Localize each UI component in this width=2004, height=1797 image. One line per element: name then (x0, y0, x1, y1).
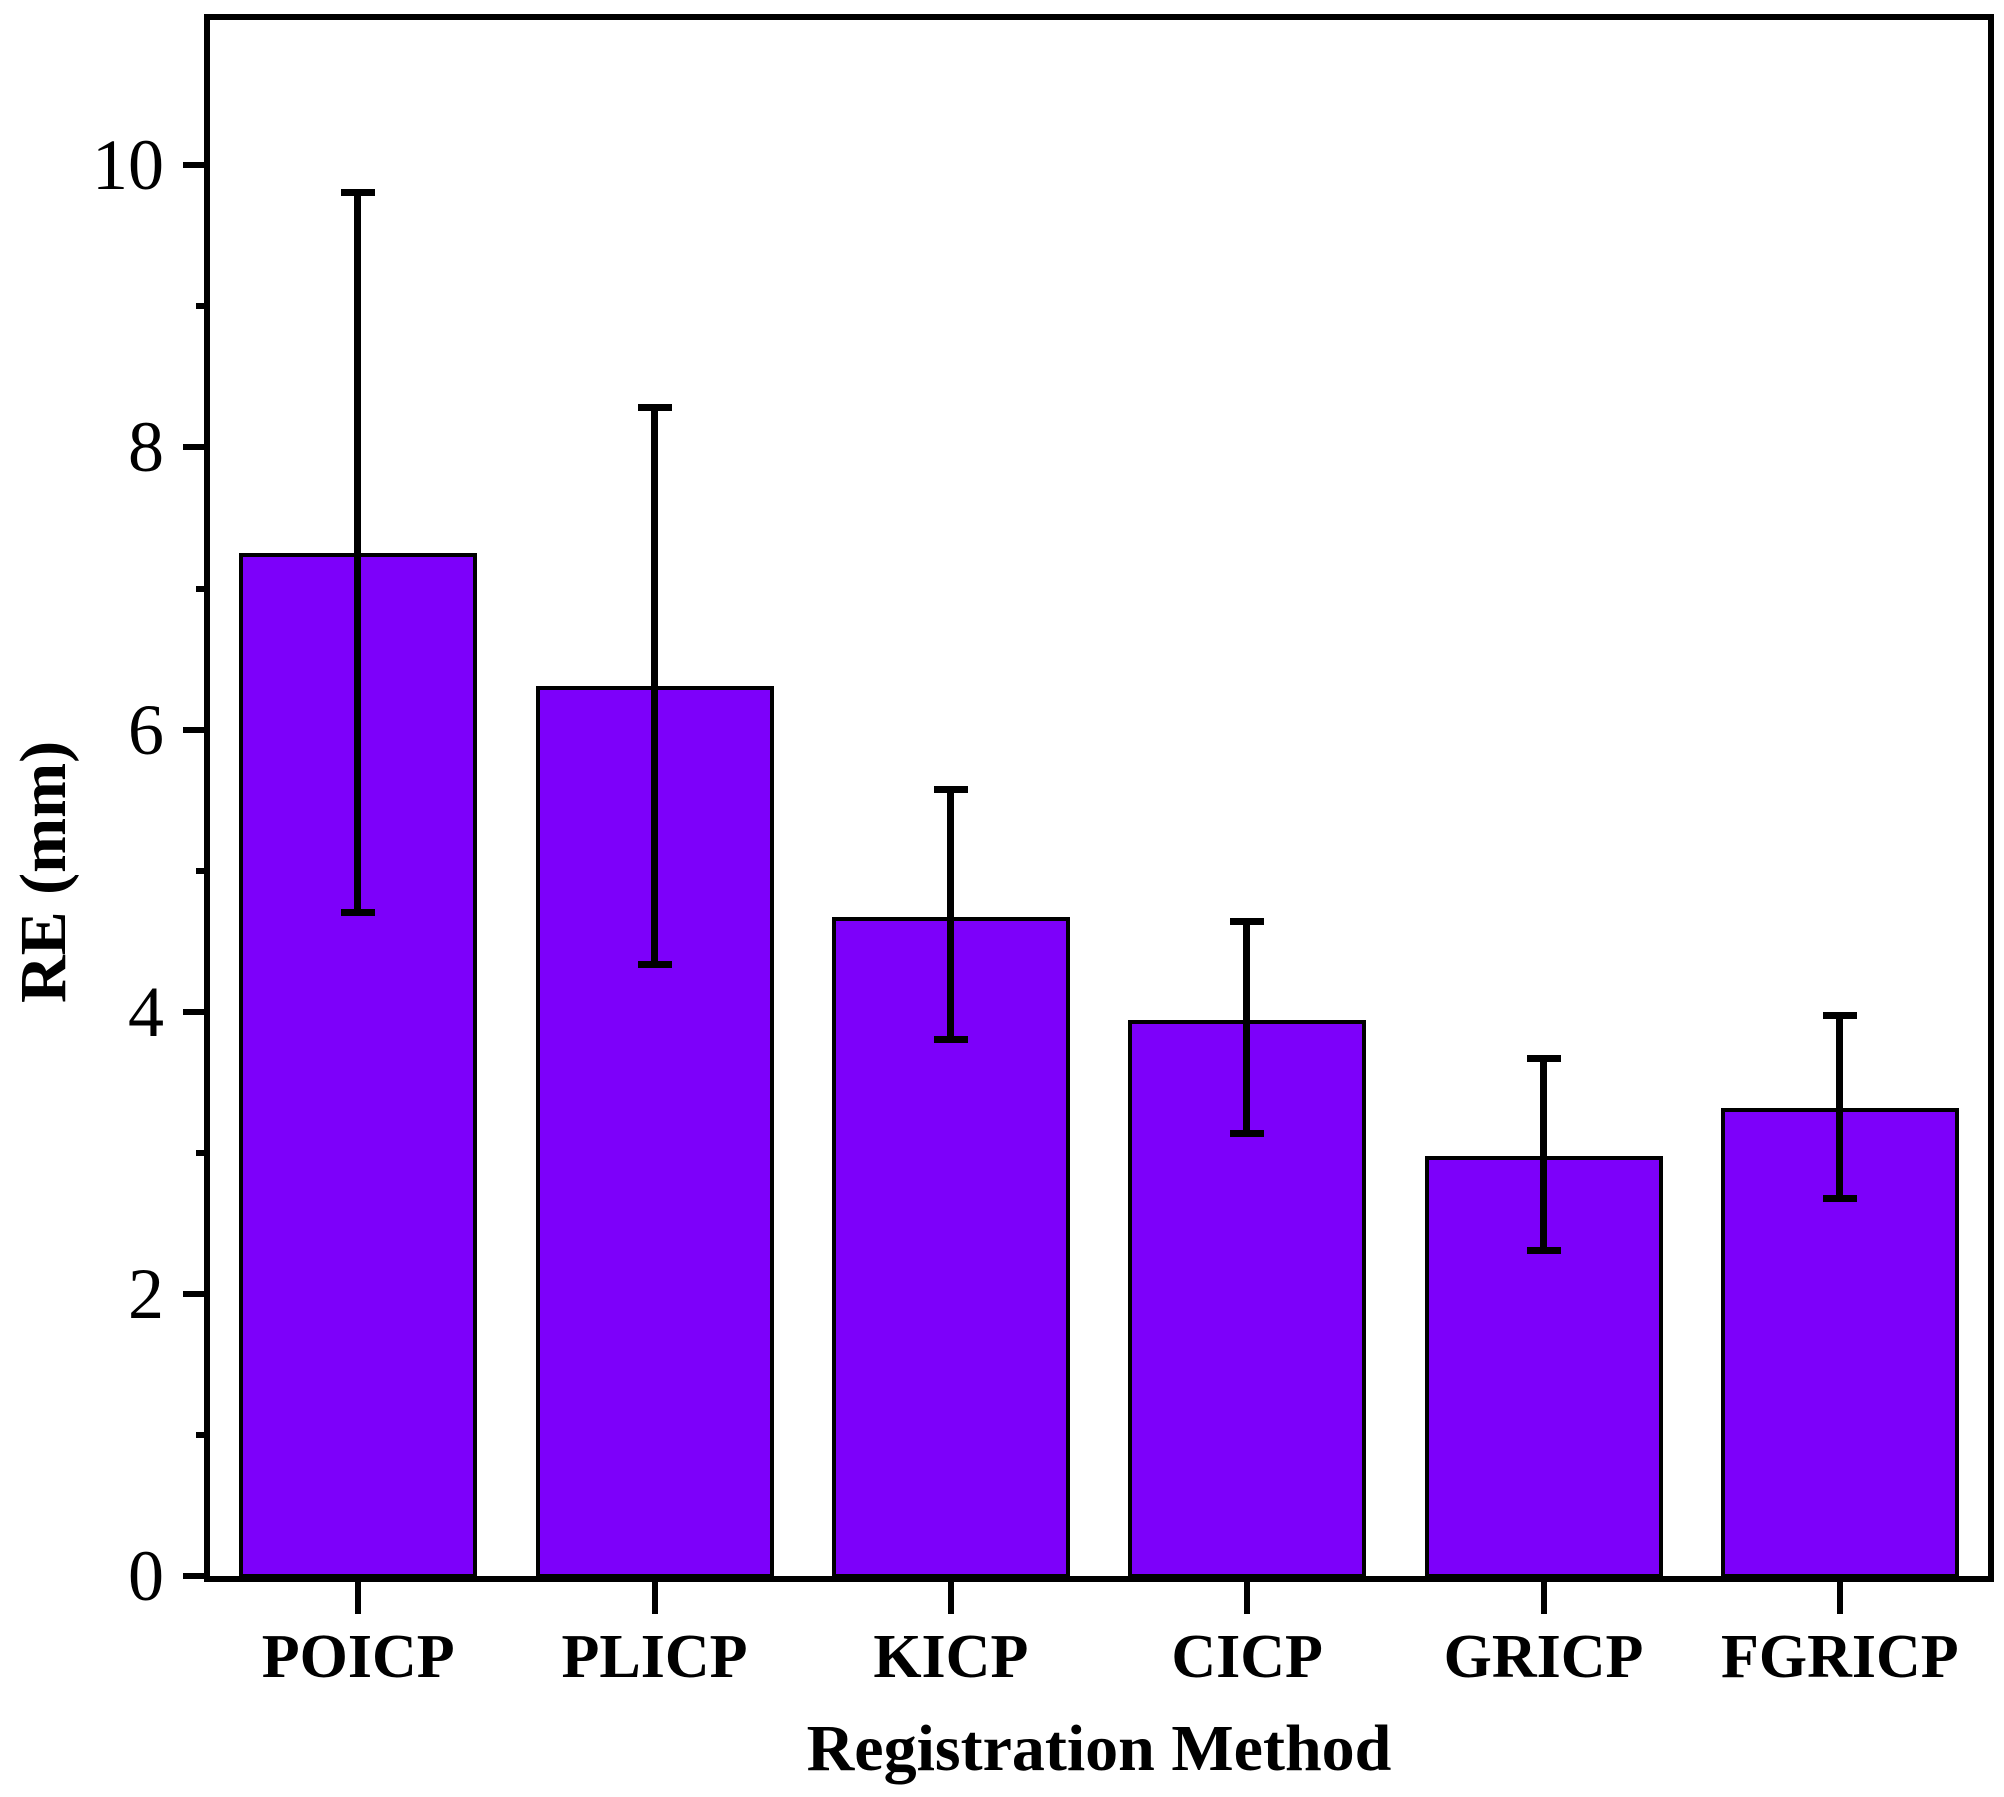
y-axis-major-tick (183, 444, 210, 451)
bar-kicp (831, 917, 1070, 1578)
x-axis-category-label: CICP (1171, 1623, 1323, 1691)
error-bar-bottom-cap (1230, 1130, 1265, 1138)
x-axis-category-label: KICP (873, 1623, 1029, 1691)
y-axis-minor-tick (196, 1431, 210, 1438)
error-bar-plicp (650, 406, 658, 964)
y-axis-tick-label: 6 (128, 689, 164, 770)
bar-fgricp (1720, 1107, 1959, 1578)
plot-frame (204, 14, 1994, 1582)
x-axis-tick (355, 1582, 362, 1614)
y-axis-tick-label: 4 (128, 971, 164, 1052)
y-axis-major-tick (183, 726, 210, 733)
error-bar-gricp (1539, 1058, 1547, 1251)
y-axis-tick-label: 8 (128, 407, 164, 488)
x-axis-category-label: PLICP (561, 1623, 748, 1691)
error-bar-bottom-cap (933, 1035, 968, 1043)
error-bar-bottom-cap (1822, 1194, 1857, 1202)
y-axis-major-tick (183, 1008, 210, 1015)
error-bar-top-cap (933, 785, 968, 793)
y-axis-major-tick (183, 1290, 210, 1297)
x-axis-category-label: GRICP (1443, 1623, 1644, 1691)
x-axis-tick (1540, 1582, 1547, 1614)
y-axis-title: RE (mm) (7, 740, 80, 1004)
error-bar-kicp (946, 788, 954, 1039)
y-axis-minor-tick (196, 867, 210, 874)
error-bar-top-cap (341, 189, 376, 197)
y-axis-minor-tick (196, 303, 210, 310)
y-axis-major-tick (183, 162, 210, 169)
error-bar-top-cap (1822, 1011, 1857, 1019)
x-axis-category-label: POICP (261, 1623, 455, 1691)
x-axis-category-label: FGRICP (1721, 1623, 1959, 1691)
x-axis-tick (1836, 1582, 1843, 1614)
y-axis-minor-tick (196, 1149, 210, 1156)
error-bar-bottom-cap (341, 908, 376, 916)
x-axis-tick (947, 1582, 954, 1614)
y-axis-major-tick (183, 1573, 210, 1579)
error-bar-top-cap (1526, 1055, 1561, 1063)
error-bar-poicp (354, 192, 362, 912)
error-bar-fgricp (1835, 1014, 1843, 1198)
x-axis-title: Registration Method (806, 1712, 1392, 1785)
error-bar-cicp (1243, 921, 1251, 1134)
x-axis-tick (651, 1582, 658, 1614)
x-axis-tick (1244, 1582, 1251, 1614)
y-axis-tick-label: 2 (128, 1253, 164, 1334)
y-axis-tick-label: 10 (92, 125, 164, 206)
error-bar-top-cap (1230, 918, 1265, 926)
error-bar-bottom-cap (1526, 1247, 1561, 1255)
y-axis-minor-tick (196, 585, 210, 592)
error-bar-bottom-cap (637, 960, 672, 968)
error-bar-top-cap (637, 403, 672, 411)
y-axis-tick-label: 0 (128, 1536, 164, 1616)
